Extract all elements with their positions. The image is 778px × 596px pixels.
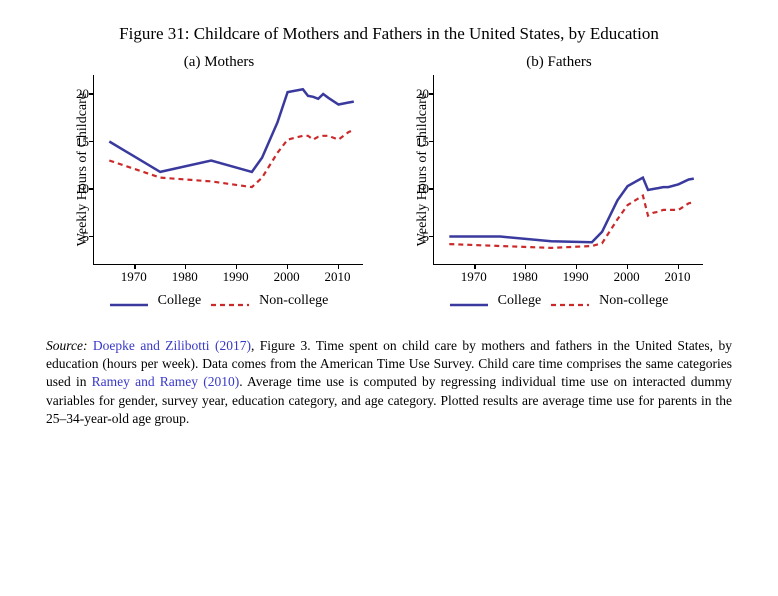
chart-svg bbox=[434, 75, 704, 265]
chart-svg bbox=[94, 75, 364, 265]
ytick-label: 5 bbox=[405, 229, 429, 245]
xtick-label: 1990 bbox=[563, 269, 589, 285]
ytick-label: 5 bbox=[65, 229, 89, 245]
xtick-label: 1980 bbox=[172, 269, 198, 285]
legend-label-noncollege: Non-college bbox=[259, 293, 328, 309]
ylabel-a: Weekly Hours of Childcare bbox=[75, 93, 91, 246]
ytick-label: 20 bbox=[405, 86, 429, 102]
source-prefix: Source: bbox=[46, 338, 87, 353]
plot-wrap-b: Weekly Hours of Childcare 51015201970198… bbox=[415, 75, 703, 265]
legend-swatch-noncollege-icon bbox=[211, 297, 249, 300]
plot-b bbox=[433, 75, 703, 265]
legend-swatch-college-icon bbox=[110, 297, 148, 300]
series-college bbox=[109, 89, 353, 172]
xtick-label: 1980 bbox=[512, 269, 538, 285]
ytick-label: 15 bbox=[405, 134, 429, 150]
xtick-label: 2000 bbox=[614, 269, 640, 285]
ytick-label: 15 bbox=[65, 134, 89, 150]
ytick-label: 10 bbox=[65, 181, 89, 197]
plot-container-b: 510152019701980199020002010 bbox=[433, 75, 703, 265]
ylabel-b: Weekly Hours of Childcare bbox=[415, 93, 431, 246]
xtick-label: 1990 bbox=[223, 269, 249, 285]
panel-title-b: (b) Fathers bbox=[526, 54, 591, 71]
panel-fathers: (b) Fathers Weekly Hours of Childcare 51… bbox=[404, 54, 714, 309]
panels-row: (a) Mothers Weekly Hours of Childcare 51… bbox=[46, 54, 732, 309]
source-link-2: Ramey and Ramey (2010) bbox=[92, 374, 240, 389]
plot-wrap-a: Weekly Hours of Childcare 51015201970198… bbox=[75, 75, 363, 265]
xtick-label: 1970 bbox=[121, 269, 147, 285]
plot-container-a: 510152019701980199020002010 bbox=[93, 75, 363, 265]
legend-label-college: College bbox=[498, 293, 542, 309]
plot-a bbox=[93, 75, 363, 265]
ytick-label: 20 bbox=[65, 86, 89, 102]
xtick-label: 2010 bbox=[665, 269, 691, 285]
legend-swatch-college-icon bbox=[450, 297, 488, 300]
figure-page: Figure 31: Childcare of Mothers and Fath… bbox=[0, 0, 778, 438]
series-noncollege bbox=[109, 130, 353, 187]
legend-b: College Non-college bbox=[450, 293, 669, 309]
xtick-label: 1970 bbox=[461, 269, 487, 285]
legend-a: College Non-college bbox=[110, 293, 329, 309]
ytick-label: 10 bbox=[405, 181, 429, 197]
figure-title: Figure 31: Childcare of Mothers and Fath… bbox=[46, 24, 732, 44]
source-link-1: Doepke and Zilibotti (2017) bbox=[93, 338, 251, 353]
panel-mothers: (a) Mothers Weekly Hours of Childcare 51… bbox=[64, 54, 374, 309]
legend-label-noncollege: Non-college bbox=[599, 293, 668, 309]
legend-swatch-noncollege-icon bbox=[551, 297, 589, 300]
legend-label-college: College bbox=[158, 293, 202, 309]
xtick-label: 2000 bbox=[274, 269, 300, 285]
source-note: Source: Doepke and Zilibotti (2017), Fig… bbox=[46, 337, 732, 428]
series-college bbox=[449, 178, 694, 243]
xtick-label: 2010 bbox=[325, 269, 351, 285]
panel-title-a: (a) Mothers bbox=[184, 54, 254, 71]
series-noncollege bbox=[449, 196, 694, 248]
